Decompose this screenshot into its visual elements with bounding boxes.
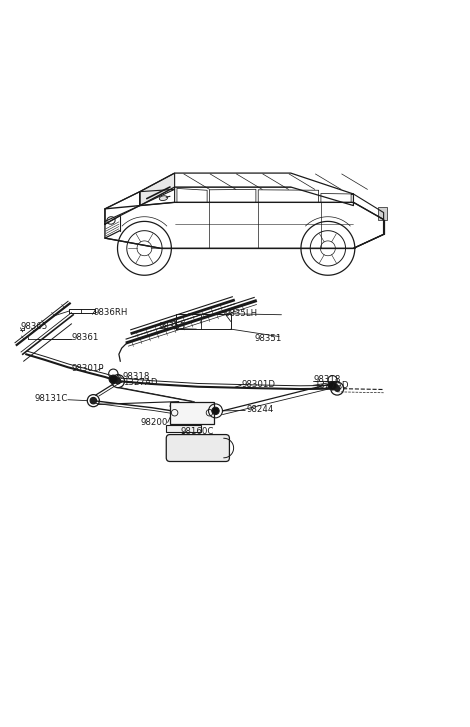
Text: 98200: 98200	[140, 418, 168, 427]
Text: 1327AD: 1327AD	[314, 381, 348, 390]
Polygon shape	[140, 173, 175, 206]
Text: 98100: 98100	[170, 436, 197, 446]
Circle shape	[334, 386, 340, 391]
Text: 98160C: 98160C	[180, 427, 213, 435]
Text: 98318: 98318	[314, 375, 341, 385]
Circle shape	[115, 378, 121, 384]
Text: 9836RH: 9836RH	[94, 308, 128, 317]
Bar	[170, 401, 214, 424]
Bar	[378, 206, 387, 220]
Text: 98351: 98351	[255, 334, 282, 343]
Text: 9835LH: 9835LH	[225, 309, 258, 318]
Circle shape	[212, 407, 219, 414]
Circle shape	[90, 398, 97, 404]
Text: 98318: 98318	[123, 372, 150, 382]
Bar	[166, 425, 201, 432]
Text: 98355: 98355	[159, 322, 186, 332]
Ellipse shape	[159, 196, 168, 201]
Circle shape	[109, 375, 118, 383]
Text: 98301D: 98301D	[242, 380, 276, 389]
FancyBboxPatch shape	[166, 435, 229, 462]
Text: 1327AD: 1327AD	[123, 378, 157, 387]
Circle shape	[329, 382, 337, 390]
Text: 98361: 98361	[71, 333, 99, 342]
Text: 98244: 98244	[246, 405, 274, 414]
Text: 98365: 98365	[20, 322, 48, 331]
Text: 98131C: 98131C	[34, 394, 68, 403]
Text: 98301P: 98301P	[71, 364, 104, 373]
